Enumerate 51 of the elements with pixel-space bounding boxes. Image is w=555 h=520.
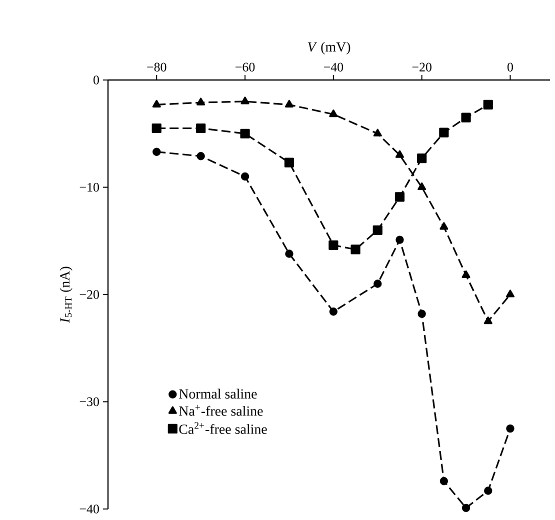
point [329, 110, 338, 118]
point [461, 112, 471, 122]
y-tick-label: −40 [80, 504, 99, 514]
point [439, 128, 449, 138]
point [394, 192, 405, 202]
point [350, 244, 360, 254]
x-axis-title: V (mV) [308, 42, 350, 54]
point [152, 123, 162, 134]
point [240, 128, 250, 138]
point [396, 236, 404, 244]
point [462, 270, 470, 278]
point [328, 240, 338, 250]
point [395, 150, 404, 158]
point [284, 100, 294, 108]
legend-label: Normal saline [179, 388, 257, 399]
point [240, 96, 250, 104]
point [372, 225, 382, 235]
y-axis-title: I$_{5-HT}$ (nA) [60, 266, 72, 323]
legend-label: Ca$^{2+}$-free saline [179, 422, 267, 434]
y-tick-label: 0 [94, 76, 99, 84]
point [152, 100, 161, 108]
point [484, 486, 492, 495]
y-tick-label: −30 [80, 397, 99, 406]
point [329, 308, 338, 316]
point [462, 504, 470, 512]
legend-label: Na$^{+}$-free saline [179, 404, 263, 416]
point [196, 152, 205, 160]
point [196, 123, 206, 134]
point [284, 158, 294, 168]
point [152, 148, 161, 156]
point [440, 222, 448, 230]
point [418, 310, 426, 318]
point [374, 280, 382, 288]
x-tick-label: −80 [147, 62, 166, 72]
x-tick-label: 0 [507, 62, 513, 72]
point [483, 100, 493, 110]
point [373, 128, 382, 136]
point [417, 153, 427, 164]
point [484, 316, 492, 324]
x-tick-label: −60 [236, 62, 255, 72]
point [240, 172, 250, 181]
point [196, 98, 206, 106]
y-tick-label: −10 [80, 182, 99, 192]
point [506, 424, 514, 433]
x-tick-label: −20 [412, 62, 432, 72]
point [440, 477, 448, 486]
y-tick-label: −20 [80, 290, 99, 299]
point [418, 182, 426, 190]
x-tick-label: −40 [324, 62, 344, 72]
point [285, 250, 294, 258]
point [506, 290, 514, 298]
